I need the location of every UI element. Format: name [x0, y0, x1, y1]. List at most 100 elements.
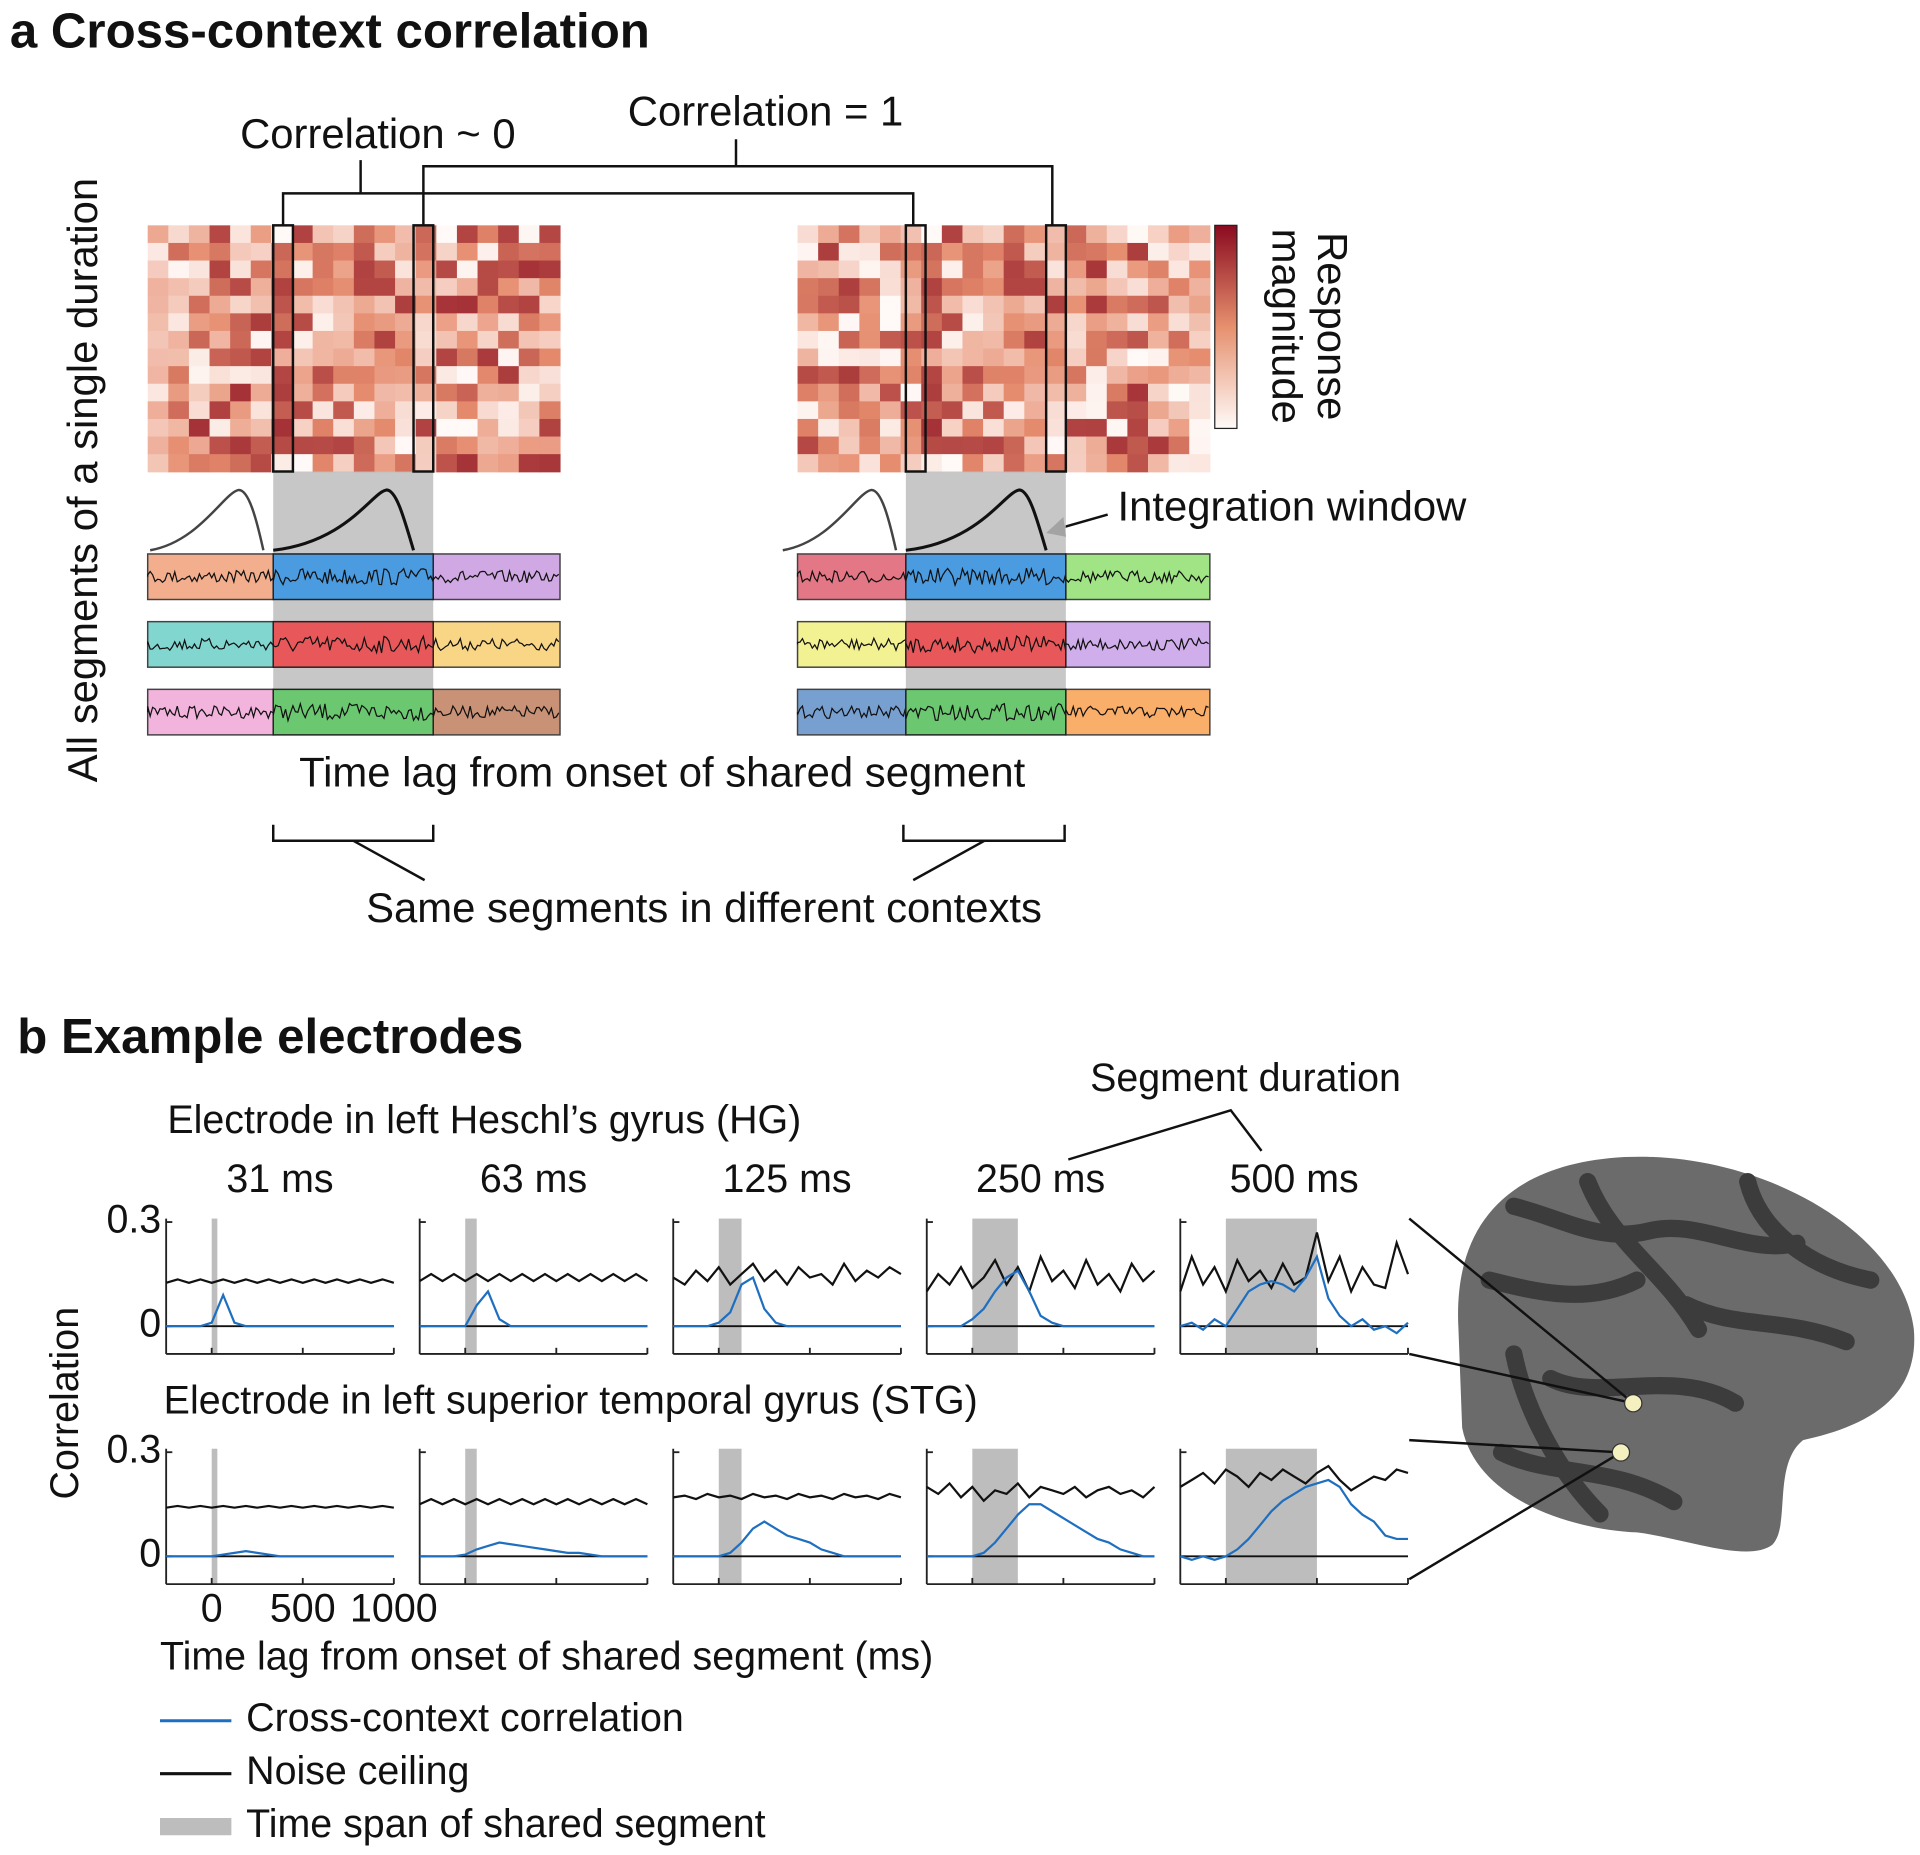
heatmap-cell — [436, 278, 458, 297]
heatmap-cell — [539, 418, 561, 438]
heatmap-cell — [962, 225, 984, 244]
heatmap-cell — [1189, 313, 1211, 332]
heatmap-cell — [880, 295, 902, 314]
shared-span — [972, 1218, 1018, 1354]
heatmap-cell — [1189, 454, 1211, 473]
waveform — [905, 702, 1067, 722]
heatmap-cell — [168, 383, 190, 402]
electrode-title: Electrode in left superior temporal gyru… — [164, 1379, 978, 1423]
heatmap-cell — [1086, 418, 1108, 438]
heatmap-cell — [374, 401, 396, 420]
heatmap-cell — [374, 242, 396, 262]
heatmap-cell — [312, 260, 334, 279]
heatmap-cell — [983, 383, 1005, 402]
heatmap-cell — [859, 401, 881, 420]
heatmap-cell — [477, 436, 499, 455]
heatmap-cell — [797, 454, 819, 473]
heatmap-cell — [456, 278, 479, 297]
heatmap-cell — [188, 383, 211, 402]
heatmap-cell — [292, 383, 314, 402]
heatmap-cell — [456, 418, 479, 438]
heatmap-cell — [230, 418, 252, 438]
correlation-line — [1179, 1253, 1409, 1335]
heatmap-cell — [1003, 313, 1025, 332]
colorbar-label: Response — [1309, 232, 1356, 420]
heatmap-cell — [333, 242, 355, 262]
heatmap-cell — [456, 454, 479, 473]
heatmap-cell — [168, 401, 190, 420]
heatmap-cell — [941, 278, 964, 297]
heatmap-cell — [983, 366, 1005, 385]
heatmap-cell — [838, 260, 860, 279]
heatmap-cell — [230, 295, 252, 314]
heatmap-cell — [818, 436, 840, 455]
heatmap-cell — [859, 348, 881, 367]
heatmap-cell — [1044, 366, 1067, 385]
heatmap-cell — [1044, 401, 1067, 420]
heatmap-cell — [900, 436, 922, 455]
heatmap-cell — [436, 295, 458, 314]
heatmap-cell — [498, 295, 520, 314]
heatmap-cell — [1106, 436, 1128, 455]
heatmap-cell — [1024, 242, 1046, 262]
heatmap-cell — [838, 330, 860, 350]
heatmap-cell — [477, 454, 499, 473]
heatmap-cell — [962, 401, 984, 420]
heatmap-cell — [880, 313, 902, 332]
heatmap-cell — [168, 313, 190, 332]
heatmap-cell — [292, 418, 314, 438]
heatmap-cell — [1065, 330, 1087, 350]
noise-ceiling — [672, 1261, 902, 1287]
heatmap-cell — [900, 242, 922, 262]
heatmap-cell — [1065, 436, 1087, 455]
heatmap-cell — [1024, 295, 1046, 314]
heatmap-cell — [271, 401, 293, 420]
heatmap-cell — [498, 242, 520, 262]
heatmap-cell — [188, 330, 211, 350]
heatmap-cell — [250, 418, 272, 438]
heatmap-cell — [983, 242, 1005, 262]
heatmap-cell — [395, 401, 417, 420]
heatmap-cell — [880, 278, 902, 297]
heatmap-cell — [230, 330, 252, 350]
heatmap-cell — [271, 260, 293, 279]
heatmap-cell — [168, 278, 190, 297]
heatmap-cell — [797, 225, 819, 244]
heatmap-cell — [168, 242, 190, 262]
duration-title: Segment duration — [1090, 1056, 1401, 1100]
heatmap-cell — [271, 330, 293, 350]
heatmap-cell — [983, 225, 1005, 244]
heatmap-cell — [395, 330, 417, 350]
heatmap-cell — [353, 260, 376, 279]
shared-span — [465, 1218, 477, 1354]
heatmap-cell — [1106, 418, 1128, 438]
heatmap-cell — [168, 436, 190, 455]
correlation-line — [166, 1550, 394, 1558]
heatmap-cell — [374, 225, 396, 244]
heatmap-cell — [498, 330, 520, 350]
heatmap-cell — [1148, 454, 1170, 473]
heatmap-cell — [436, 401, 458, 420]
heatmap-cell — [900, 278, 922, 297]
heatmap-cell — [333, 401, 355, 420]
window-frame — [1044, 224, 1068, 473]
heatmap-cell — [518, 260, 540, 279]
duration-label: 31 ms — [226, 1157, 333, 1201]
waveform — [272, 567, 434, 587]
heatmap-cell — [1086, 225, 1108, 244]
heatmap-cell — [1003, 383, 1025, 402]
heatmap-cell — [539, 242, 561, 262]
heatmap-cell — [539, 454, 561, 473]
heatmap-cell — [1127, 278, 1149, 297]
heatmap-cell — [962, 295, 984, 314]
panel-b-title: b Example electrodes — [17, 1009, 523, 1064]
heatmap-cell — [188, 260, 211, 279]
heatmap-cell — [147, 242, 169, 262]
heatmap-cell — [1044, 348, 1067, 367]
heatmap-cell — [859, 418, 881, 438]
heatmap-cell — [292, 313, 314, 332]
noise-ceiling — [165, 1504, 395, 1509]
heatmap-cell — [1127, 366, 1149, 385]
corr-one-label: Correlation = 1 — [628, 88, 904, 135]
heatmap-cell — [818, 278, 840, 297]
